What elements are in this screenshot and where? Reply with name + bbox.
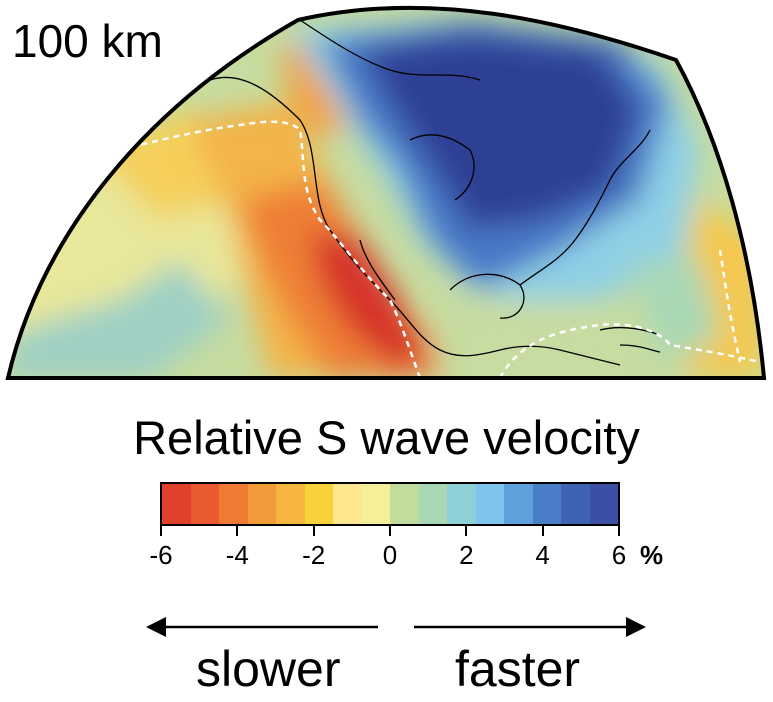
colorbar-tick	[465, 526, 468, 536]
arrow-right-icon	[414, 617, 646, 637]
tomography-map	[5, 5, 767, 380]
colorbar-tick	[236, 526, 239, 536]
colorbar-tick-label: 2	[459, 540, 474, 570]
colorbar-bin	[475, 484, 504, 524]
colorbar-bin	[361, 484, 390, 524]
colorbar-bin	[247, 484, 276, 524]
colorbar-bin	[561, 484, 590, 524]
colorbar-bin	[390, 484, 419, 524]
colorbar-tick	[312, 526, 315, 536]
colorbar-unit: %	[640, 540, 664, 570]
colorbar-bin	[162, 484, 191, 524]
colorbar-tick-label: 6	[611, 540, 627, 570]
plate-boundaries	[119, 120, 761, 378]
colorbar-tick-label: -2	[302, 540, 326, 570]
colorbar	[160, 482, 620, 526]
colorbar-bin	[304, 484, 333, 524]
colorbar-bin	[333, 484, 362, 524]
colorbar-tick	[389, 526, 391, 536]
colorbar-tick-label: 0	[382, 540, 398, 570]
faster-label: faster	[455, 641, 581, 697]
colorbar-bin	[418, 484, 447, 524]
depth-label: 100 km	[12, 15, 163, 67]
slower-label: slower	[196, 641, 341, 697]
direction-arrows	[146, 617, 646, 637]
colorbar-tick-label: -6	[149, 540, 173, 570]
colorbar-bin	[532, 484, 561, 524]
colorbar-tick-label: 4	[535, 540, 550, 570]
colorbar-title: Relative S wave velocity	[133, 411, 640, 464]
map-frame	[5, 5, 767, 380]
colorbar-tick	[541, 526, 544, 536]
velocity-field	[8, 7, 764, 378]
arrow-left-icon	[146, 617, 378, 637]
colorbar-bin	[190, 484, 219, 524]
colorbar-bin	[219, 484, 248, 524]
colorbar-tick	[618, 526, 620, 536]
colorbar-tick	[160, 526, 162, 536]
colorbar-tick-label: -4	[225, 540, 249, 570]
colorbar-bin	[589, 484, 618, 524]
colorbar-bin	[447, 484, 476, 524]
colorbar-bin	[276, 484, 305, 524]
colorbar-bin	[504, 484, 533, 524]
